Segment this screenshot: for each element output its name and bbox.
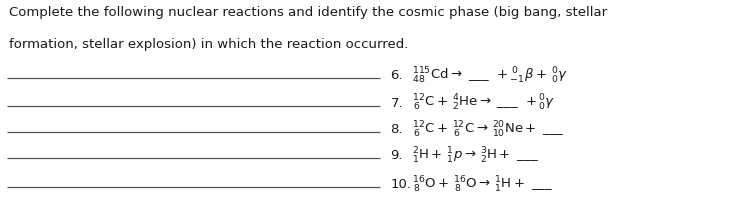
Text: 6.: 6. xyxy=(391,69,403,83)
Text: $^{115}_{48}\mathrm{Cd}\rightarrow$ ___  $+\,^{\,0}_{-1}\beta+\,^{0}_{0}\gamma$: $^{115}_{48}\mathrm{Cd}\rightarrow$ ___ … xyxy=(412,66,568,86)
Text: 10.: 10. xyxy=(391,178,412,191)
Text: $^{12}_{\,6}\mathrm{C}+\,^{4}_{2}\mathrm{He}\rightarrow$ ___  $+\,^{0}_{0}\gamma: $^{12}_{\,6}\mathrm{C}+\,^{4}_{2}\mathrm… xyxy=(412,93,556,114)
Text: 9.: 9. xyxy=(391,149,403,162)
Text: $^{16}_{\,8}\mathrm{O}+\,^{16}_{\,8}\mathrm{O}\rightarrow\,^{1}_{1}\mathrm{H}+$ : $^{16}_{\,8}\mathrm{O}+\,^{16}_{\,8}\mat… xyxy=(412,174,553,195)
Text: $^{2}_{1}\mathrm{H}+\,^{1}_{1}p\rightarrow\,^{3}_{2}\mathrm{H}+$ ___: $^{2}_{1}\mathrm{H}+\,^{1}_{1}p\rightarr… xyxy=(412,146,539,166)
Text: formation, stellar explosion) in which the reaction occurred.: formation, stellar explosion) in which t… xyxy=(9,38,408,51)
Text: Complete the following nuclear reactions and identify the cosmic phase (big bang: Complete the following nuclear reactions… xyxy=(9,6,607,19)
Text: 8.: 8. xyxy=(391,123,403,136)
Text: $^{12}_{\,6}\mathrm{C}+\,^{12}_{\,6}\mathrm{C}\rightarrow\,^{20}_{10}\mathrm{Ne}: $^{12}_{\,6}\mathrm{C}+\,^{12}_{\,6}\mat… xyxy=(412,120,565,140)
Text: 7.: 7. xyxy=(391,97,403,110)
